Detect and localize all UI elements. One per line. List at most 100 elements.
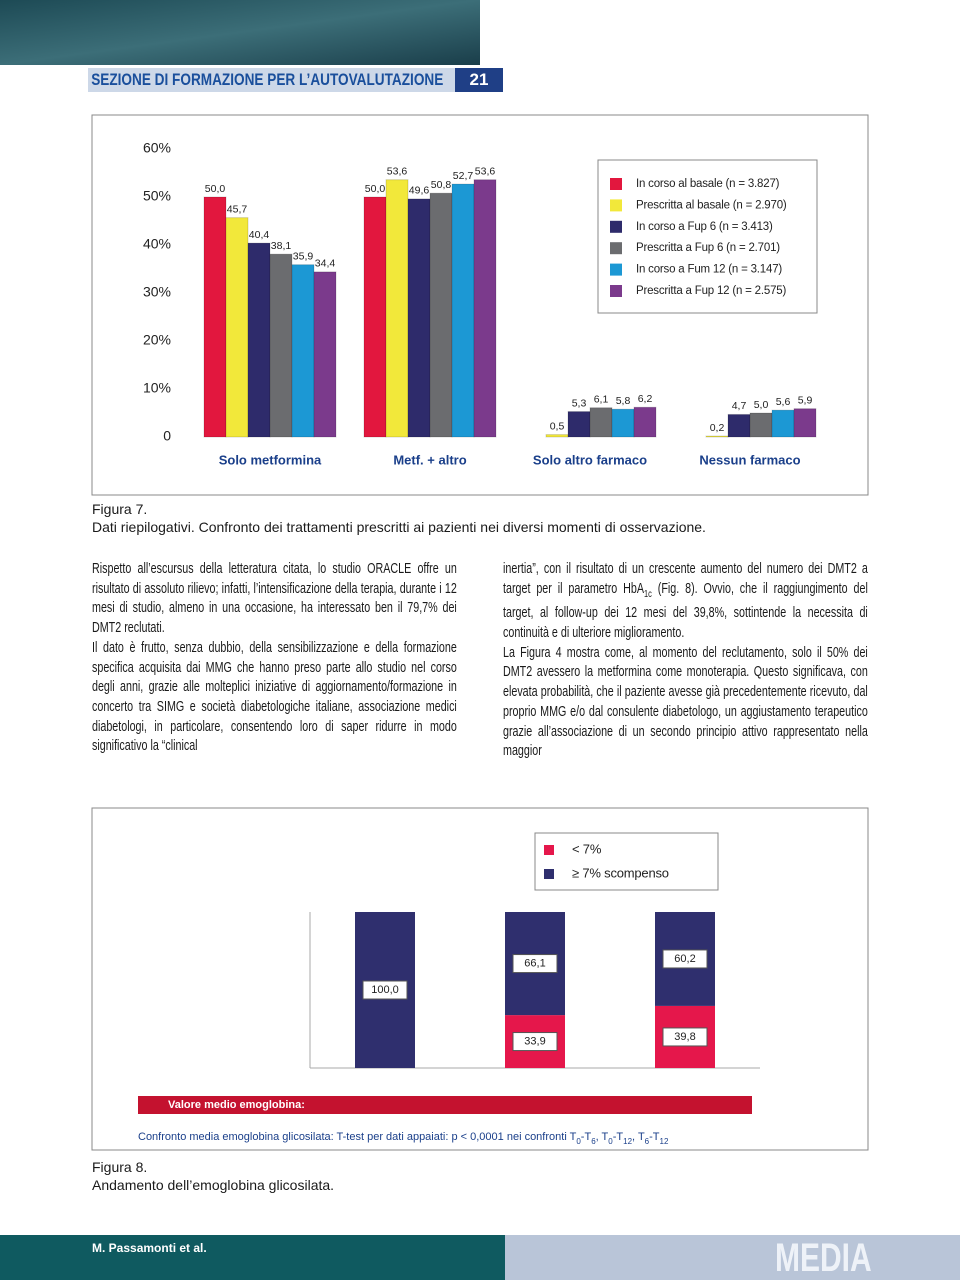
hb-band <box>138 1096 752 1114</box>
value-label: 39,8 <box>674 1031 695 1043</box>
bar <box>567 411 591 438</box>
text-column: inertia”, con il risultato di un crescen… <box>503 560 868 762</box>
text-run: inertia”, con il risultato di un crescen… <box>503 561 868 597</box>
y-tick-label: 30% <box>143 284 171 300</box>
legend-swatch <box>610 220 622 233</box>
hb-label: Valore medio emoglobina: <box>168 1099 305 1111</box>
value-label: 5,8 <box>616 395 631 407</box>
category-label: Metf. + altro <box>393 452 466 467</box>
value-label: 5,0 <box>754 399 769 411</box>
value-label: 5,9 <box>798 394 813 406</box>
legend-swatch <box>544 845 554 855</box>
header-texture <box>0 0 480 65</box>
legend-swatch <box>610 263 622 276</box>
section-title: SEZIONE DI FORMAZIONE PER L’AUTOVALUTAZI… <box>88 68 455 92</box>
category-label: Solo metformina <box>219 452 322 467</box>
text-run: -T <box>649 1131 660 1143</box>
text-run: -T <box>613 1131 624 1143</box>
bar <box>225 217 249 438</box>
subscript: 1c <box>644 588 652 600</box>
figure-8-frame <box>91 807 869 1151</box>
value-label: 5,6 <box>776 396 791 408</box>
bar <box>589 407 613 438</box>
value-label: 6,2 <box>638 393 653 405</box>
value-label: 50,0 <box>365 183 386 195</box>
legend-swatch <box>610 285 622 297</box>
bar <box>247 242 271 438</box>
paragraph: Il dato è frutto, senza dubbio, della se… <box>92 639 457 757</box>
bar <box>633 406 657 438</box>
legend-label: In corso a Fup 6 (n = 3.413) <box>636 221 773 233</box>
bar <box>451 183 475 438</box>
value-label-box <box>362 980 408 1000</box>
value-label: 34,4 <box>315 258 336 270</box>
value-label-box <box>512 954 558 974</box>
subscript: 6 <box>591 1137 596 1146</box>
bar <box>313 271 337 438</box>
value-label: 4,7 <box>732 400 747 412</box>
subscript: 12 <box>660 1137 669 1146</box>
bar <box>363 196 387 438</box>
value-label: 45,7 <box>227 203 248 215</box>
bar <box>203 196 227 438</box>
legend-swatch <box>610 199 622 212</box>
subscript: 0 <box>608 1137 613 1146</box>
value-label: 49,6 <box>409 185 430 197</box>
bar <box>727 413 751 438</box>
y-tick-label: 40% <box>143 236 171 252</box>
paragraph: La Figura 4 mostra come, al momento del … <box>503 644 868 762</box>
value-label: 6,1 <box>594 394 609 406</box>
text-run: Confronto media emoglobina glicosilata: … <box>138 1131 577 1143</box>
bar <box>611 408 635 438</box>
bar <box>269 253 293 438</box>
legend-label: Prescritta a Fup 6 (n = 2.701) <box>636 242 780 254</box>
value-label: 60,2 <box>674 953 695 965</box>
value-label: 0,5 <box>550 420 565 432</box>
legend-label: Prescritta a Fup 12 (n = 2.575) <box>636 285 786 297</box>
legend-swatch <box>610 242 622 255</box>
subscript: 12 <box>623 1137 632 1146</box>
figure-caption: Dati riepilogativi. Confronto dei tratta… <box>92 519 706 535</box>
value-label: 53,6 <box>475 166 496 178</box>
figure-caption: Andamento dell’emoglobina glicosilata. <box>92 1177 335 1193</box>
bar <box>749 412 773 438</box>
value-label: 100,0 <box>371 984 399 996</box>
text-run: -T <box>581 1131 592 1143</box>
figure-label: Figura 7. <box>92 501 148 517</box>
value-label: 50,0 <box>205 183 226 195</box>
value-label: 5,3 <box>572 397 587 409</box>
value-label: 50,8 <box>431 179 452 191</box>
value-label-box <box>662 949 708 969</box>
bar <box>545 434 569 438</box>
y-tick-label: 20% <box>143 332 171 348</box>
legend-swatch <box>544 869 554 879</box>
bar <box>385 179 409 438</box>
figure-7-frame <box>91 114 869 496</box>
paragraph: inertia”, con il risultato di un crescen… <box>503 560 868 644</box>
value-label-box <box>662 1027 708 1047</box>
footer-authors: M. Passamonti et al. <box>92 1241 207 1255</box>
value-label: 52,7 <box>453 170 474 182</box>
text-column: Rispetto all’escursus della letteratura … <box>92 560 457 757</box>
bar <box>793 408 817 438</box>
footer-band <box>505 1235 960 1280</box>
legend-box <box>534 832 719 891</box>
footer-band <box>0 1235 505 1280</box>
legend-label: In corso al basale (n = 3.827) <box>636 178 780 190</box>
footer-brand: MEDIA <box>775 1236 872 1280</box>
value-label: 0,2 <box>710 422 725 434</box>
legend-label: ≥ 7% scompenso <box>572 865 669 880</box>
text-run: (Fig. 8). Ovvio, che il raggiungimento d… <box>503 580 868 641</box>
value-label: 35,9 <box>293 250 314 262</box>
text-run: Il dato è frutto, senza dubbio, della se… <box>92 639 457 755</box>
bar <box>473 179 497 438</box>
bar <box>429 192 453 438</box>
subscript: 0 <box>576 1137 581 1146</box>
legend-label: Prescritta al basale (n = 2.970) <box>636 199 787 211</box>
figure-label: Figura 8. <box>92 1159 148 1175</box>
value-label: 40,4 <box>249 229 270 241</box>
value-label: 33,9 <box>524 1035 545 1047</box>
category-label: Nessun farmaco <box>699 452 800 467</box>
